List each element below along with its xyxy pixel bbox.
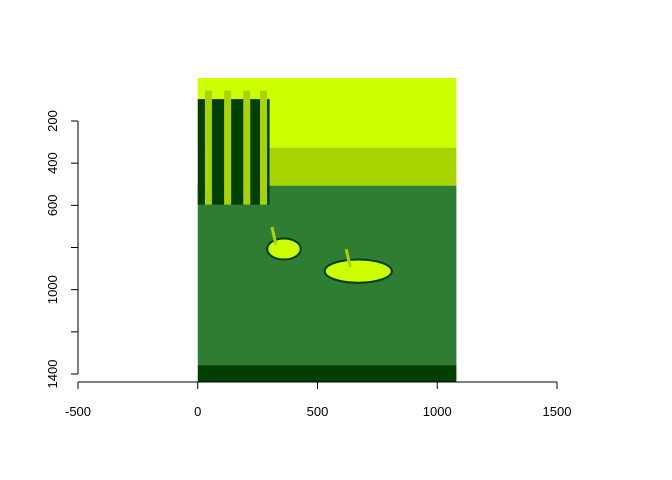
y-tick-label: 1400 (45, 360, 60, 389)
x-tick-label: -500 (65, 404, 91, 419)
tree-trunk (204, 90, 212, 205)
y-tick-label: 200 (45, 110, 60, 132)
swan-shape (323, 258, 393, 284)
swan-neck (344, 248, 352, 268)
image-raster (197, 78, 457, 382)
y-tick-label: 1000 (45, 275, 60, 304)
y-tick-label: 400 (45, 152, 60, 174)
y-tick-label: 600 (45, 194, 60, 216)
tree-trunk (243, 90, 251, 205)
tree-trunk (260, 90, 268, 205)
x-tick-label: 1500 (543, 404, 572, 419)
x-tick-label: 500 (307, 404, 329, 419)
x-tick-label: 0 (194, 404, 201, 419)
swan-neck (270, 226, 278, 246)
x-axis: -500 0 500 1000 1500 (65, 381, 572, 419)
x-tick-label: 1000 (423, 404, 452, 419)
swan-shape (266, 237, 302, 261)
image-region (197, 365, 457, 382)
image-region (269, 147, 457, 186)
y-axis: 200 400 600 1000 1400 (45, 110, 79, 389)
tree-trunk (224, 90, 232, 205)
